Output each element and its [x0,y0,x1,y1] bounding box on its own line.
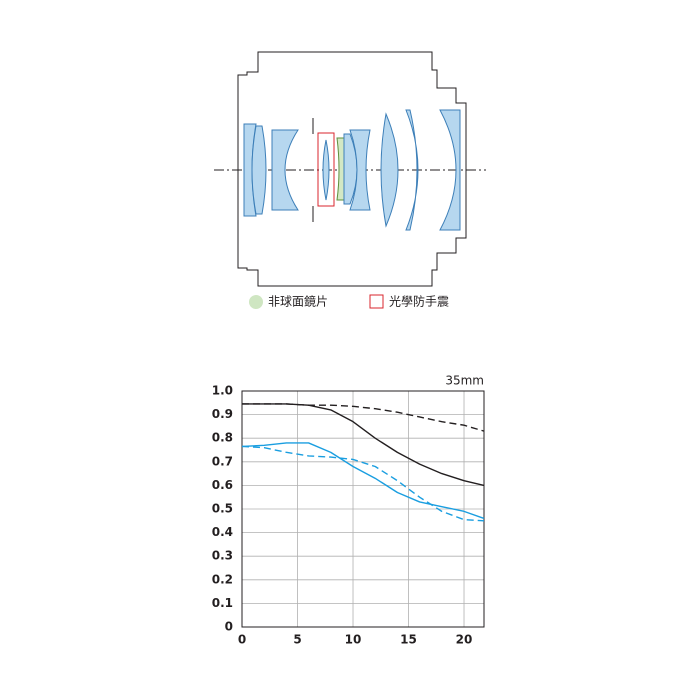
legend-label: 非球面鏡片 [268,294,328,309]
x-tick-label: 10 [345,633,362,647]
x-tick-label: 0 [238,633,246,647]
lens-diagram: 非球面鏡片 光學防手震 [214,51,486,309]
legend-label: 光學防手震 [389,294,449,309]
legend-swatch [249,295,263,309]
lens [439,109,461,231]
y-tick-label: 0.4 [212,525,233,539]
x-tick-label: 20 [456,633,473,647]
mtf-line [241,445,485,522]
lens [405,109,419,231]
lens [251,125,267,215]
y-tick-label: 0.3 [212,549,233,563]
plot-frame [241,390,485,628]
lens [349,129,371,211]
aspheric-lens [336,137,345,201]
y-tick-label: 0.6 [212,478,233,492]
legend-swatch [369,294,384,309]
y-tick-label: 0.9 [212,407,233,421]
mtf-line [242,403,485,487]
y-tick-label: 0.1 [212,596,233,610]
y-tick-label: 0 [225,620,233,634]
chart-label: 35mm [445,374,484,388]
y-tick-label: 0.2 [212,572,233,586]
y-tick-label: 0.5 [212,502,233,516]
ois-box [317,132,335,207]
lens [380,112,399,228]
lens-barrel [237,51,467,287]
mtf-line [241,442,485,520]
x-tick-label: 15 [400,633,417,647]
y-tick-label: 0.8 [212,431,233,445]
mtf-chart: 35mm 0 0.1 0.2 0.3 0.4 0.5 0.6 0.7 0.8 0.9 1.0 0 5 10… [212,374,485,647]
mtf-line [242,403,485,432]
lens [271,129,299,211]
y-tick-label: 1.0 [212,384,233,398]
x-tick-label: 5 [293,633,301,647]
y-tick-label: 0.7 [212,454,233,468]
lens [322,139,330,201]
